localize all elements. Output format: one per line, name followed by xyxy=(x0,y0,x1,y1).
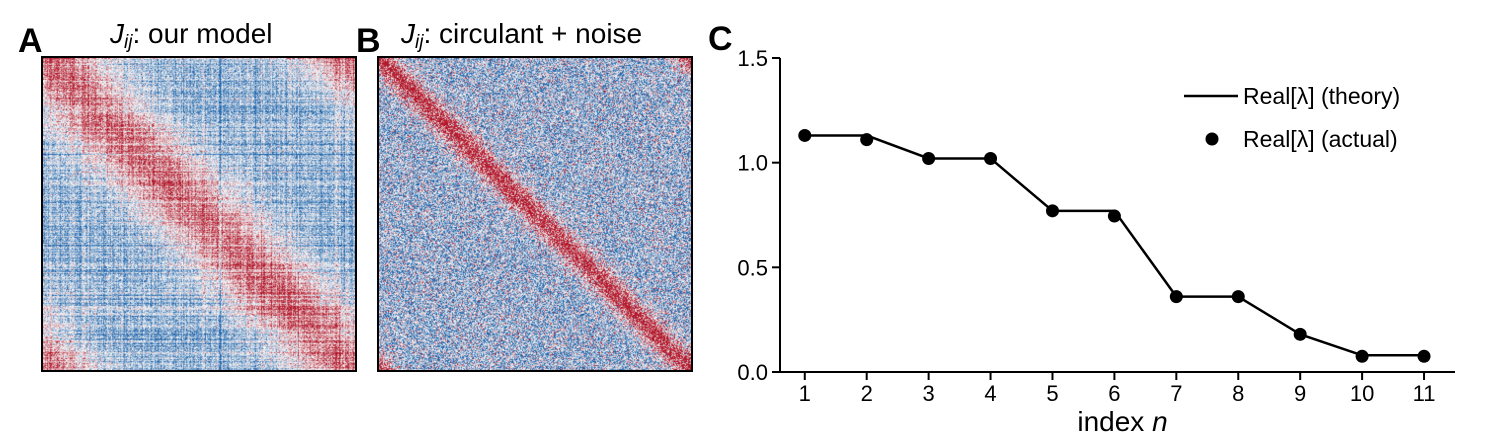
heatmap-b-title-symbol: J xyxy=(401,18,415,49)
x-tick-label: 11 xyxy=(1413,381,1436,406)
x-tick-label: 2 xyxy=(861,381,873,406)
x-tick-label: 7 xyxy=(1170,381,1182,406)
actual-point xyxy=(1045,204,1059,218)
x-tick-label: 8 xyxy=(1232,381,1244,406)
panel-label-c: C xyxy=(708,20,733,58)
legend-point-marker xyxy=(1205,132,1219,146)
x-tick-label: 9 xyxy=(1294,381,1306,406)
actual-point xyxy=(922,151,936,165)
heatmap-a-title: Jij: our model xyxy=(110,18,273,53)
x-tick-label: 6 xyxy=(1108,381,1120,406)
legend-label-theory: Real[λ] (theory) xyxy=(1243,83,1400,109)
x-axis-label-variable: n xyxy=(1152,406,1168,437)
heatmap-a-title-symbol: J xyxy=(110,18,124,49)
y-tick-label: 1.0 xyxy=(737,151,768,176)
legend-label-actual: Real[λ] (actual) xyxy=(1243,126,1398,152)
actual-point xyxy=(1417,349,1431,363)
panel-label-a: A xyxy=(18,22,43,60)
x-tick-label: 5 xyxy=(1046,381,1058,406)
x-tick-label: 3 xyxy=(922,381,934,406)
actual-point xyxy=(1107,209,1121,223)
y-tick-label: 0.0 xyxy=(737,360,768,385)
actual-point xyxy=(1355,349,1369,363)
heatmap-b-title-text: : circulant + noise xyxy=(423,18,643,49)
x-tick-label: 10 xyxy=(1350,381,1374,406)
theory-line xyxy=(804,134,1425,357)
x-tick-label: 4 xyxy=(984,381,996,406)
actual-point xyxy=(1231,290,1245,304)
x-axis-label: index n xyxy=(1077,406,1167,437)
x-tick-label: 1 xyxy=(799,381,811,406)
heatmap-a-title-subscript: ij xyxy=(124,32,133,53)
heatmap-a-title-text: : our model xyxy=(132,18,273,49)
actual-point xyxy=(1169,290,1183,304)
actual-point xyxy=(860,133,874,147)
x-axis-label-word: index xyxy=(1077,406,1152,437)
actual-point xyxy=(798,128,812,142)
y-tick-label: 1.5 xyxy=(737,46,768,71)
heatmap-b-title-subscript: ij xyxy=(415,32,424,53)
actual-point xyxy=(1293,327,1307,341)
heatmap-circulant-noise xyxy=(377,56,693,372)
actual-point xyxy=(984,151,998,165)
heatmap-our-model xyxy=(41,56,357,372)
heatmap-b-title: Jij: circulant + noise xyxy=(401,18,643,53)
y-tick-label: 0.5 xyxy=(737,255,768,280)
panel-label-b: B xyxy=(356,22,381,60)
